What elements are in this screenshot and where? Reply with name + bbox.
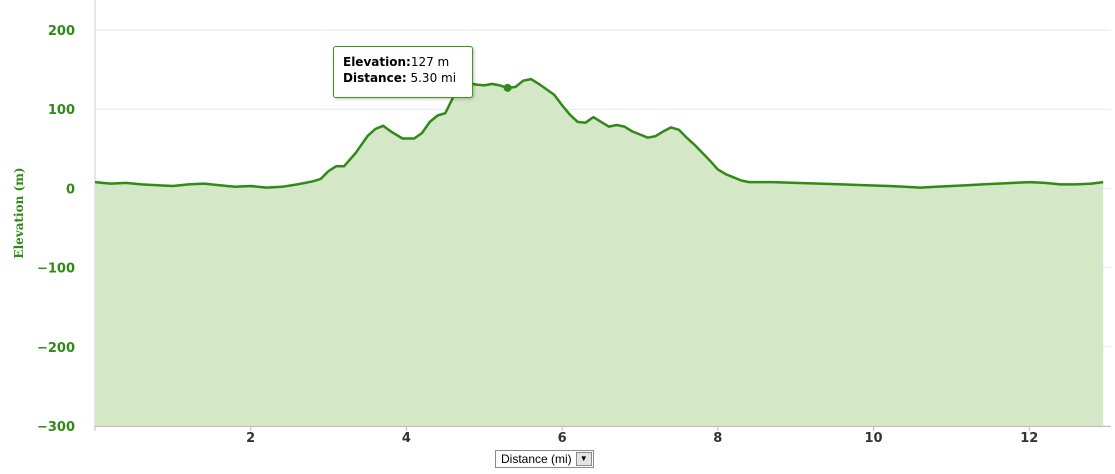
x-tick-label: 10	[864, 431, 882, 446]
x-axis-unit-value: Distance (mi)	[501, 452, 572, 466]
x-tick-label: 12	[1020, 431, 1038, 446]
tooltip-distance-value: 5.30 mi	[410, 71, 457, 85]
y-tick-label: 200	[48, 24, 75, 39]
data-tooltip: Elevation:127 m Distance: 5.30 mi	[333, 46, 473, 98]
x-tick-label: 2	[246, 431, 255, 446]
tooltip-elevation-value: 127 m	[410, 55, 450, 69]
x-tick-label: 6	[558, 431, 567, 446]
dropdown-arrow-icon[interactable]: ▼	[575, 452, 592, 466]
y-axis-ticks: 200 100 0 −100 −200 −300	[37, 24, 75, 435]
tooltip-elevation-label: Elevation:	[343, 55, 411, 69]
elevation-area-fill	[95, 79, 1104, 426]
elevation-line	[94, 77, 1104, 189]
y-tick-label: 100	[48, 103, 75, 118]
highlight-point[interactable]	[503, 83, 512, 92]
x-tick-label: 4	[402, 431, 411, 446]
tooltip-distance-label: Distance:	[343, 71, 407, 85]
y-tick-label: −100	[37, 262, 75, 277]
x-tick-label: 8	[713, 431, 722, 446]
y-tick-label: 0	[66, 182, 75, 197]
x-axis-unit-select[interactable]: Distance (mi) ▼	[495, 450, 594, 468]
y-tick-label: −300	[37, 420, 75, 435]
x-axis-ticks: 2 4 6 8 10 12	[94, 426, 1038, 446]
y-tick-label: −200	[37, 341, 75, 356]
y-axis-label: Elevation (m)	[12, 167, 26, 258]
plot-area	[94, 77, 1104, 426]
